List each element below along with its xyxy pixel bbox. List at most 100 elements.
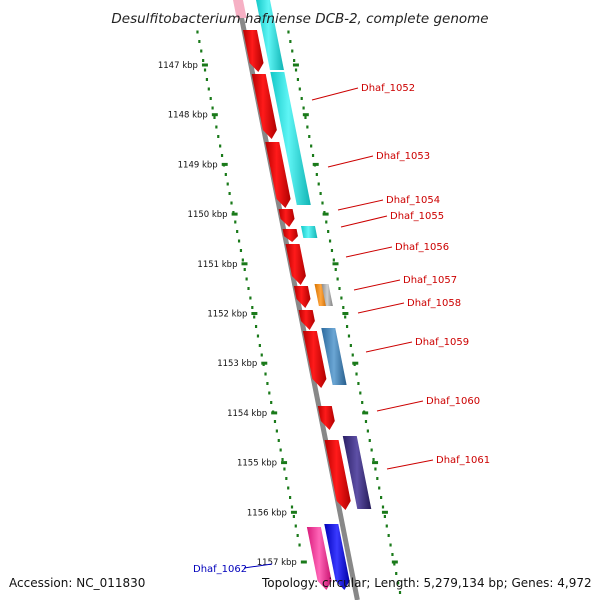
ruler-dot: [230, 201, 233, 205]
ruler-dot: [345, 325, 349, 328]
ruler-dot: [275, 429, 278, 433]
gene-label[interactable]: Dhaf_1057: [403, 275, 457, 286]
ruler-dot: [293, 59, 296, 62]
kbp-ruler: 1147 kbp 1148 kbp 1149 kbp 1150 kbp 1151 kbp…: [158, 30, 402, 594]
gene-dhaf-1055[interactable]: [278, 209, 295, 227]
gene-dhaf-1058[interactable]: [298, 310, 315, 330]
gene-label[interactable]: Dhaf_1055: [390, 211, 444, 222]
ruler-dot: [366, 429, 369, 433]
gene-label[interactable]: Dhaf_1060: [426, 396, 480, 407]
ruler-dot: [266, 382, 269, 385]
ruler-major-tick: [332, 262, 339, 266]
ruler-dot: [334, 268, 337, 271]
ruler-major-tick: [352, 361, 359, 365]
kbp-label: 1149 kbp: [178, 160, 218, 170]
gene-label[interactable]: Dhaf_1052: [361, 83, 415, 94]
ruler-dot: [315, 173, 318, 176]
ruler-dot: [211, 106, 214, 110]
ruler-dot: [338, 287, 341, 290]
ruler-major-tick: [211, 113, 218, 117]
ruler-dot: [317, 182, 320, 186]
gene-label[interactable]: Dhaf_1053: [376, 151, 430, 162]
ruler-dot: [332, 258, 335, 262]
ruler-major-tick: [290, 510, 297, 514]
ruler-dot: [395, 572, 398, 575]
ruler-dot: [290, 505, 294, 509]
ruler-major-tick: [271, 411, 278, 415]
ruler-dot: [260, 353, 263, 357]
gene-dhaf-1060[interactable]: [317, 406, 335, 430]
gene-label[interactable]: Dhaf_1056: [395, 242, 449, 253]
ruler-dot: [296, 534, 299, 537]
ruler-dot: [380, 496, 383, 499]
label-leader-line: [311, 87, 359, 101]
ruler-dot: [219, 144, 222, 148]
ruler-dot: [370, 448, 373, 452]
label-leader-line: [376, 400, 424, 412]
topology-text: Topology: circular; Length: 5,279,134 bp…: [261, 576, 592, 590]
kbp-label: 1154 kbp: [227, 409, 267, 419]
gene-dhaf-1059[interactable]: [302, 331, 327, 388]
kbp-label: 1150 kbp: [188, 210, 228, 220]
ruler-dot: [347, 334, 351, 338]
kbp-label: 1147 kbp: [158, 61, 198, 71]
gene-label[interactable]: Dhaf_1054: [386, 195, 440, 206]
kbp-label: 1152 kbp: [207, 310, 247, 320]
ruler-dot: [213, 116, 216, 119]
ruler-dot: [374, 467, 377, 471]
ruler-dot: [351, 353, 354, 357]
ruler-major-tick: [381, 510, 388, 514]
ruler-major-tick: [221, 162, 228, 166]
ruler-major-tick: [372, 461, 379, 465]
ruler-major-tick: [312, 162, 319, 166]
ruler-dot: [215, 125, 218, 129]
gene-dhaf-1062[interactable]: [324, 524, 350, 590]
ruler-dot: [330, 249, 334, 252]
gene-dhaf-1061[interactable]: [324, 440, 351, 510]
ruler-dot: [372, 458, 375, 461]
ruler-dot: [273, 420, 277, 423]
gene-dhaf-1062-pink[interactable]: [306, 527, 332, 590]
homolog-dhaf-1057[interactable]: [314, 284, 327, 306]
ruler-major-tick: [292, 63, 299, 67]
gene-dhaf-1054[interactable]: [265, 142, 291, 208]
homolog-dhaf-1061[interactable]: [342, 436, 372, 509]
ruler-dot: [393, 562, 396, 566]
gene-label[interactable]: Dhaf_1061: [436, 455, 490, 466]
gene-label[interactable]: Dhaf_1058: [407, 298, 461, 309]
ruler-dot: [287, 486, 290, 490]
gene-dhaf-1055b[interactable]: [282, 229, 298, 242]
ruler-dot: [289, 496, 292, 499]
ruler-dot: [285, 477, 288, 480]
ruler-dot: [228, 192, 231, 195]
label-leader-line: [243, 563, 273, 569]
ruler-dot: [249, 296, 252, 300]
ruler-dot: [247, 287, 250, 290]
ruler-dot: [270, 401, 273, 404]
ruler-dot: [198, 40, 201, 43]
kbp-label: 1148 kbp: [168, 111, 208, 121]
homolog-dhaf-1053[interactable]: [270, 72, 311, 205]
homolog-dhaf-1057b[interactable]: [321, 284, 333, 306]
ruler-dot: [323, 211, 326, 214]
gene-dhaf-1057[interactable]: [293, 286, 311, 308]
gene-label[interactable]: Dhaf_1059: [415, 337, 469, 348]
ruler-dot: [336, 277, 339, 281]
gene-dhaf-1056[interactable]: [285, 244, 306, 285]
label-leader-line: [327, 155, 374, 168]
gene-partial-top[interactable]: [233, 0, 247, 18]
ruler-dot: [398, 591, 402, 594]
label-leader-line: [386, 459, 434, 470]
ruler-major-tick: [302, 113, 309, 117]
gene-label[interactable]: Dhaf_1062: [193, 564, 247, 575]
ruler-major-tick: [231, 212, 238, 216]
ruler-dot: [344, 315, 347, 319]
ruler-dot: [292, 515, 295, 518]
gene-dhaf-1052[interactable]: [242, 30, 264, 72]
gene-dhaf-1053[interactable]: [251, 74, 277, 139]
ruler-dot: [291, 49, 294, 53]
homolog-dhaf-1055[interactable]: [300, 226, 318, 238]
homolog-dhaf-1059[interactable]: [321, 328, 347, 385]
ruler-dot: [298, 87, 301, 91]
homolog-dhaf-1052[interactable]: [256, 0, 284, 70]
